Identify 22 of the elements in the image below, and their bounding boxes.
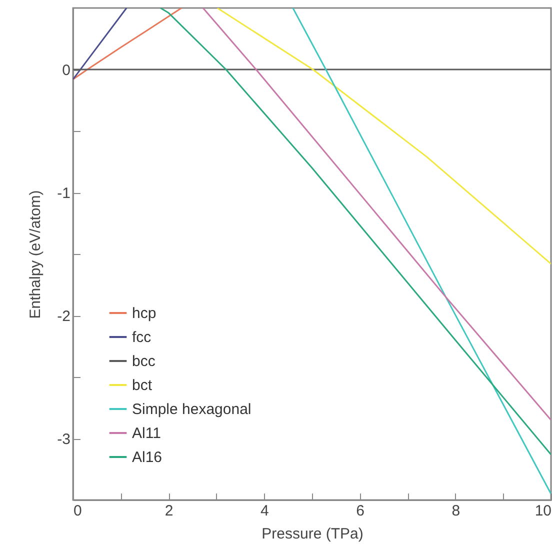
y-axis-title: Enthalpy (eV/atom) xyxy=(27,190,44,319)
x-tick-label: 2 xyxy=(164,502,174,520)
legend-label: hcp xyxy=(132,305,156,322)
x-tick-label: 0 xyxy=(74,502,82,520)
legend-label: Al16 xyxy=(132,449,162,466)
y-tick-label: -3 xyxy=(57,431,70,448)
x-tick-label: 4 xyxy=(260,502,269,520)
x-tick-label: 6 xyxy=(356,502,364,520)
line-series xyxy=(216,8,551,265)
y-tick-label: 0 xyxy=(62,62,70,79)
line-series xyxy=(292,8,551,495)
x-axis-title: Pressure (TPa) xyxy=(262,526,364,542)
legend-label: Simple hexagonal xyxy=(132,401,252,418)
legend-label: fcc xyxy=(132,329,152,346)
legend-label: bcc xyxy=(132,353,156,370)
x-tick-label: 8 xyxy=(452,502,460,520)
legend-label: Al11 xyxy=(132,425,161,442)
line-series xyxy=(73,8,182,80)
y-tick-label: -2 xyxy=(57,308,70,325)
x-tick-label: 10 xyxy=(534,502,552,520)
legend-label: bct xyxy=(132,377,153,394)
y-tick-label: -1 xyxy=(57,185,70,202)
